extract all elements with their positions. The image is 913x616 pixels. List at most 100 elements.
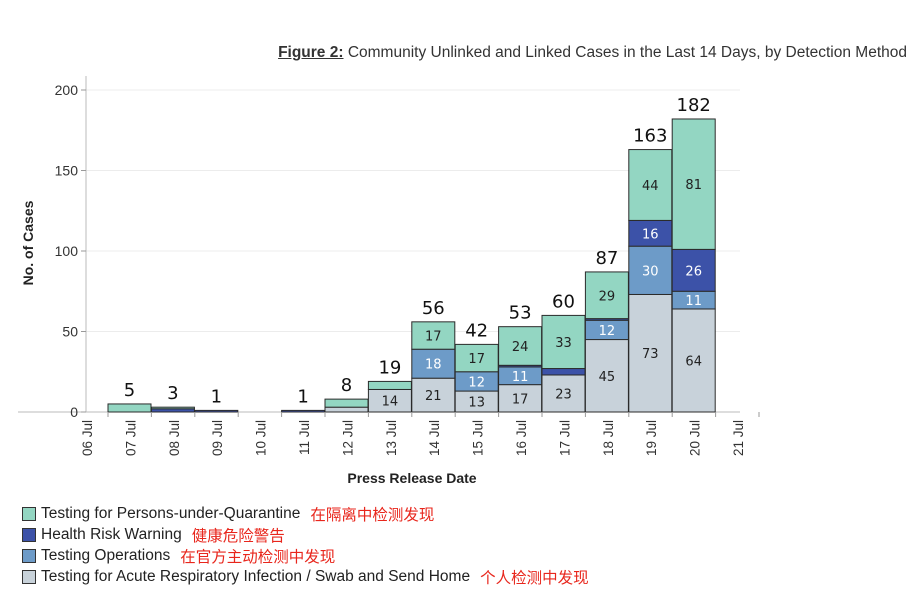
bar-segment [411,348,456,379]
x-tick-label: 12 Jul [340,420,355,456]
x-tick-label: 09 Jul [210,420,225,456]
legend-label-cn: 在隔离中检测发现 [310,506,435,524]
figure-title: Figure 2: Community Unlinked and Linked … [0,44,907,62]
segment-label: 18 [425,358,442,373]
bars: 5 3 1 1814192118175613121742171124532333604… [107,95,716,413]
total-label: 42 [465,320,488,341]
legend-item-ari-testing: Testing for Acute Respiratory Infection … [22,566,589,587]
total-label: 1 [297,386,308,407]
bar-segment [498,326,543,366]
segment-label: 26 [685,264,702,279]
segment-label: 23 [555,387,572,402]
y-tick-label: 200 [55,82,79,98]
legend-swatch [22,527,36,542]
total-label: 60 [552,291,575,312]
figure-label: Figure 2: [278,44,344,61]
bar-segment [628,149,673,221]
total-label: 5 [124,380,135,401]
bar-segment [541,314,586,370]
legend-label: Testing for Persons-under-Quarantine [41,504,301,522]
bar-segment [671,248,716,292]
legend-label-cn: 在官方主动检测中发现 [180,548,336,566]
x-axis-ticks: 06 Jul 07 Jul 08 Jul 09 Jul 10 Jul 11 Jul 12 J… [80,412,760,456]
y-tick-label: 50 [62,324,78,340]
total-label: 3 [167,383,178,404]
segment-label: 29 [599,289,616,304]
bar-segment [671,118,716,250]
total-label: 53 [509,303,532,324]
segment-label: 33 [555,336,572,351]
total-label: 1 [211,386,222,407]
segment-label: 24 [512,340,529,355]
bar-segment [367,380,412,390]
x-tick-label: 18 Jul [601,420,616,456]
bar-segment [541,374,586,413]
bar-segment [628,245,673,295]
x-tick-label: 16 Jul [514,420,529,456]
total-label: 87 [595,248,618,269]
x-tick-label: 19 Jul [644,420,659,456]
bar-segment [107,403,152,413]
segment-label: 12 [599,324,616,339]
segment-label: 14 [382,395,399,410]
segment-label: 21 [425,389,442,404]
bar-segment [541,368,586,376]
y-tick-label: 100 [55,243,79,259]
segment-label: 11 [512,370,529,385]
legend-swatch [22,569,36,584]
legend-item-testing-operations: Testing Operations 在官方主动检测中发现 [22,545,589,566]
legend-label: Health Risk Warning [41,525,182,543]
segment-label: 13 [468,396,485,411]
legend-label: Testing for Acute Respiratory Infection … [41,567,471,585]
x-tick-label: 11 Jul [297,420,312,455]
y-axis-ticks: 0 50 100 150 200 [55,82,86,420]
bar-segment [324,406,369,413]
segment-label: 81 [685,178,702,193]
legend-label-cn: 个人检测中发现 [480,569,589,587]
figure-title-text: Community Unlinked and Linked Cases in t… [347,44,907,61]
bar-segment [411,321,456,350]
x-axis-label: Press Release Date [347,470,476,486]
bar-segment [454,343,499,373]
segment-label: 11 [685,294,702,309]
segment-label: 73 [642,347,659,362]
y-tick-label: 0 [70,404,78,420]
segment-label: 17 [512,392,529,407]
segment-label: 44 [642,179,659,194]
legend-item-health-risk: Health Risk Warning 健康危险警告 [22,524,589,545]
segment-label: 17 [468,352,485,367]
x-tick-label: 21 Jul [731,420,746,456]
x-tick-label: 08 Jul [167,420,182,456]
segment-label: 17 [425,330,442,345]
total-label: 19 [378,357,401,378]
x-tick-label: 15 Jul [471,420,486,456]
segment-label: 45 [599,370,616,385]
bar-segment [194,409,239,413]
y-axis-label: No. of Cases [20,200,36,285]
segment-label: 16 [642,227,659,242]
segment-label: 30 [642,264,659,279]
bar-segment [324,398,369,408]
x-tick-label: 20 Jul [688,420,703,456]
total-label: 182 [677,95,711,116]
legend-label: Testing Operations [41,546,171,564]
x-tick-label: 10 Jul [254,420,269,456]
total-label: 8 [341,375,352,396]
bar-segment [281,409,326,413]
x-tick-label: 14 Jul [427,420,442,456]
y-tick-label: 150 [55,163,79,179]
total-label: 163 [633,126,667,147]
x-tick-label: 17 Jul [557,420,572,456]
x-tick-label: 06 Jul [80,420,95,456]
legend: Testing for Persons-under-Quarantine 在隔离… [22,503,589,587]
x-tick-label: 07 Jul [123,420,138,456]
legend-label-cn: 健康危险警告 [191,527,285,545]
total-label: 56 [422,298,445,319]
legend-swatch [22,506,36,521]
segment-label: 12 [468,375,485,390]
x-tick-label: 13 Jul [384,420,399,456]
bar-segment [628,293,673,413]
bar-segment [150,406,195,410]
bar-segment [671,308,716,413]
